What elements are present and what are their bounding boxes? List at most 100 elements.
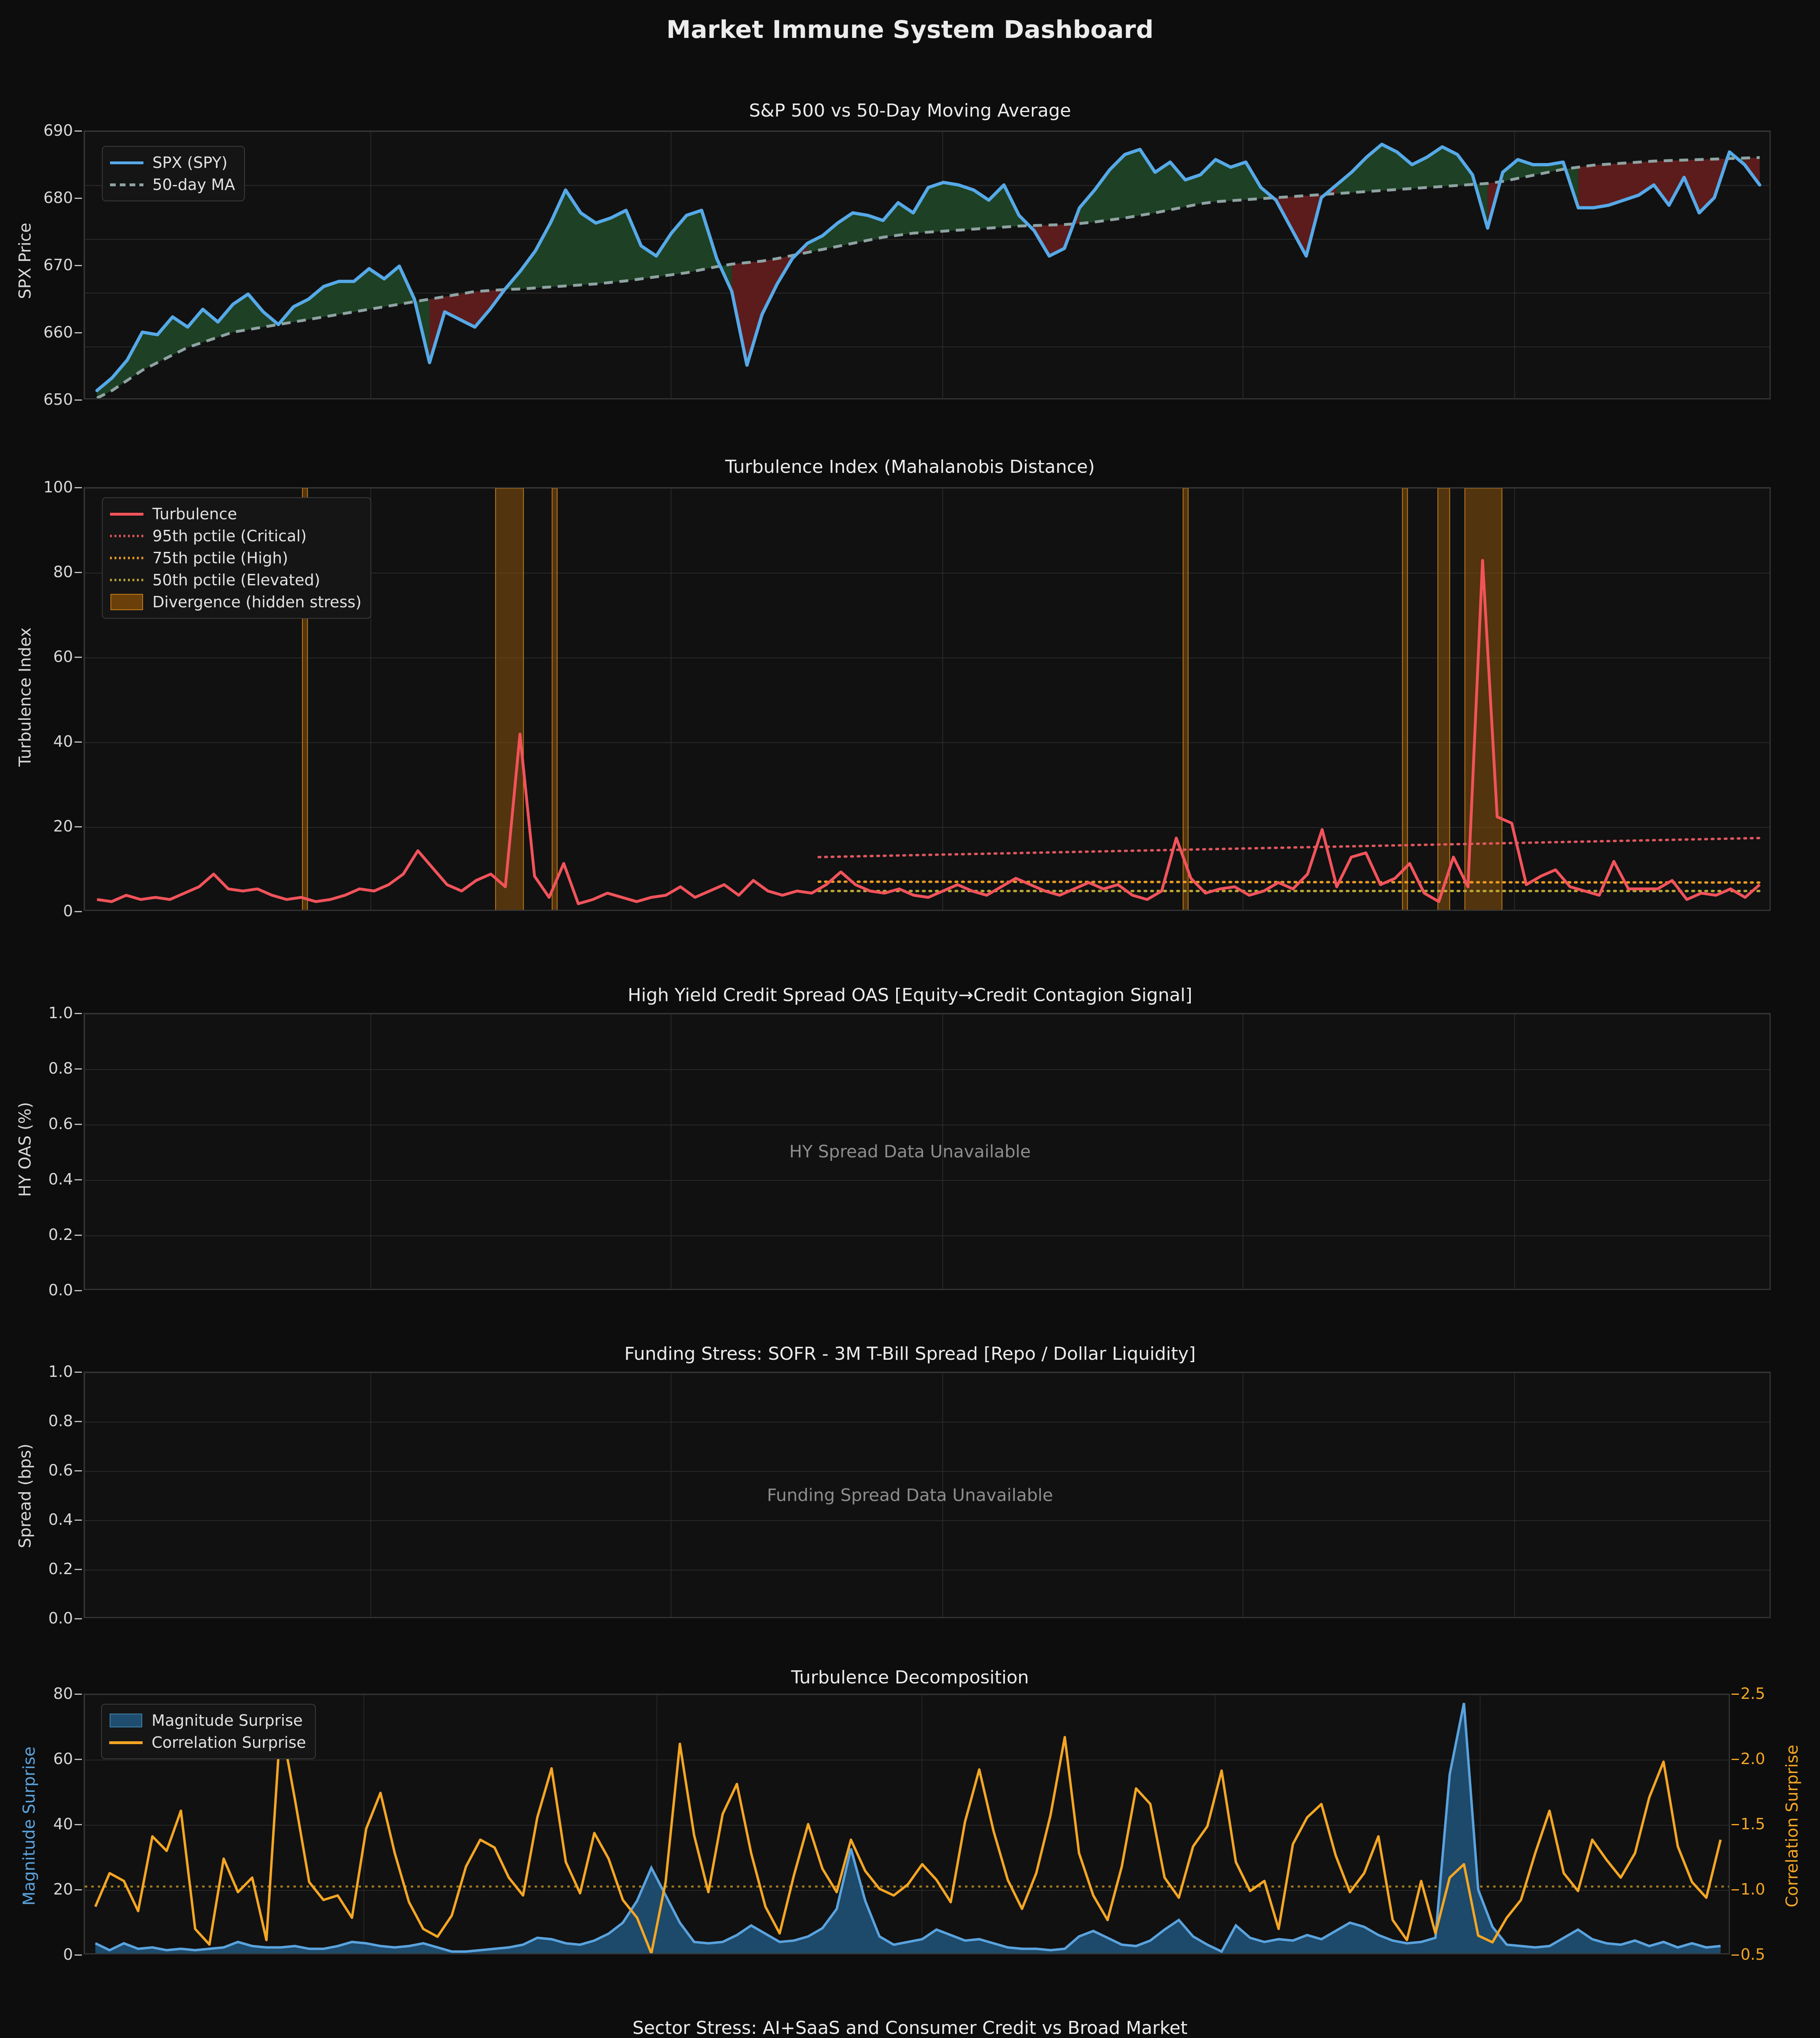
y-axis-tick: 680: [43, 189, 73, 207]
panel-spx: S&P 500 vs 50-Day Moving Average SPX Pri…: [0, 86, 1820, 444]
correlation-line-swatch-icon: [108, 1737, 143, 1748]
y-axis-tick-mark: [75, 572, 82, 573]
panel-funding-title: Funding Stress: SOFR - 3M T-Bill Spread …: [624, 1343, 1196, 1364]
y-axis-tick: 100: [43, 478, 73, 496]
y-axis-tick: 660: [43, 323, 73, 341]
y-axis-tick-mark: [75, 1372, 82, 1373]
y-axis-tick-mark: [75, 911, 82, 912]
y-axis-tick: 20: [53, 1880, 73, 1898]
y-axis-tick: 1.0: [48, 1004, 73, 1022]
legend-item-turbulence: Turbulence: [109, 504, 361, 524]
panel-turbulence-legend: Turbulence 95th pctile (Critical) 75th p…: [102, 497, 372, 619]
legend-label: 50-day MA: [152, 176, 235, 194]
panel-decomposition-ylabel-left: Magnitude Surprise: [20, 1746, 39, 1906]
panel-sector-stress: Sector Stress: AI+SaaS and Consumer Cred…: [0, 2018, 1820, 2038]
y-axis-tick: 60: [53, 1750, 73, 1768]
panel-decomposition-title: Turbulence Decomposition: [791, 1667, 1029, 1688]
panel-hy-spread: High Yield Credit Spread OAS [Equity→Cre…: [0, 974, 1820, 1333]
legend-label: Divergence (hidden stress): [152, 593, 362, 611]
y-axis-tick-mark: [75, 1124, 82, 1125]
y-axis-tick: 25: [53, 2037, 73, 2038]
y-axis-tick-mark: [75, 1290, 82, 1291]
y-axis-tick-mark: [75, 1421, 82, 1422]
y-axis-tick-mark: [75, 1068, 82, 1070]
y-axis-tick-mark: [75, 741, 82, 743]
y-axis-tick-mark: [75, 487, 82, 488]
panel-hy-spread-title: High Yield Credit Spread OAS [Equity→Cre…: [628, 985, 1192, 1006]
y-axis-tick: 690: [43, 121, 73, 139]
p50-dot-swatch-icon: [109, 575, 144, 585]
panel-decomposition-plot[interactable]: [84, 1694, 1730, 1954]
legend-item-p95: 95th pctile (Critical): [109, 526, 361, 546]
y-axis-tick: 0: [63, 1945, 73, 1963]
y-axis-tick: 40: [53, 1815, 73, 1833]
y-axis-tick: 0.4: [48, 1511, 73, 1528]
y-axis-tick-mark: [75, 1470, 82, 1471]
y-axis-tick-mark: [75, 1824, 82, 1825]
legend-item-p75: 75th pctile (High): [109, 548, 361, 568]
y-axis-tick-mark: [1732, 1694, 1739, 1695]
y-axis-tick: 0: [63, 902, 73, 920]
y-axis-tick: 0.2: [48, 1560, 73, 1578]
y-axis-tick: 0.6: [48, 1461, 73, 1479]
y-axis-tick-mark: [75, 332, 82, 333]
legend-label: Correlation Surprise: [152, 1734, 306, 1751]
y-axis-tick-mark: [75, 198, 82, 199]
panel-funding-empty-message: Funding Spread Data Unavailable: [767, 1485, 1053, 1505]
y-axis-tick: 0.6: [48, 1115, 73, 1133]
y-axis-tick: 60: [53, 648, 73, 666]
y-axis-tick-mark: [75, 1889, 82, 1890]
y-axis-tick-mark: [75, 657, 82, 658]
legend-label: 95th pctile (Critical): [152, 527, 307, 545]
y-axis-tick: 1.0: [48, 1363, 73, 1381]
legend-label: SPX (SPY): [152, 154, 228, 172]
y-axis-tick: 0.8: [48, 1412, 73, 1430]
y-axis-tick: 0.0: [48, 1609, 73, 1627]
legend-label: Magnitude Surprise: [152, 1712, 303, 1729]
y-axis-tick-mark: [75, 1013, 82, 1014]
y-axis-tick-mark: [75, 1520, 82, 1521]
y-axis-tick: 1.0: [1741, 1880, 1765, 1898]
ma-dash-swatch-icon: [109, 179, 144, 190]
legend-item-spx: SPX (SPY): [109, 152, 235, 173]
y-axis-tick: 670: [43, 256, 73, 274]
y-axis-tick-mark: [75, 826, 82, 827]
legend-item-ma: 50-day MA: [109, 174, 235, 195]
y-axis-tick-mark: [1732, 1954, 1739, 1956]
y-axis-tick: 1.5: [1741, 1815, 1765, 1833]
turbulence-line-swatch-icon: [109, 509, 144, 519]
panel-hy-spread-plot[interactable]: [84, 1013, 1771, 1290]
p75-dot-swatch-icon: [109, 553, 144, 563]
y-axis-tick-mark: [1732, 1759, 1739, 1760]
y-axis-tick-mark: [1732, 1889, 1739, 1890]
panel-funding: Funding Stress: SOFR - 3M T-Bill Spread …: [0, 1333, 1820, 1659]
y-axis-tick: 20: [53, 817, 73, 835]
y-axis-tick: 0.8: [48, 1059, 73, 1077]
legend-label: 75th pctile (High): [152, 549, 288, 567]
panel-sector-stress-title: Sector Stress: AI+SaaS and Consumer Cred…: [632, 2018, 1188, 2038]
y-axis-tick: 0.5: [1741, 1945, 1765, 1963]
y-axis-tick: 0.2: [48, 1226, 73, 1244]
legend-item-divergence: Divergence (hidden stress): [109, 592, 361, 612]
p95-dot-swatch-icon: [109, 531, 144, 541]
panel-funding-plot[interactable]: [84, 1372, 1771, 1618]
y-axis-tick-mark: [75, 265, 82, 266]
dashboard-title: Market Immune System Dashboard: [666, 15, 1154, 44]
divergence-patch-swatch-icon: [109, 594, 144, 610]
legend-label: Turbulence: [152, 505, 237, 523]
y-axis-tick-mark: [1732, 1824, 1739, 1825]
panel-spx-legend: SPX (SPY) 50-day MA: [102, 146, 245, 201]
y-axis-tick-mark: [75, 1569, 82, 1570]
y-axis-tick-mark: [75, 1618, 82, 1619]
panel-spx-plot[interactable]: [84, 130, 1771, 399]
panel-hy-spread-empty-message: HY Spread Data Unavailable: [789, 1141, 1031, 1162]
panel-decomposition-ylabel-right: Correlation Surprise: [1783, 1745, 1802, 1908]
panel-spx-title: S&P 500 vs 50-Day Moving Average: [749, 100, 1071, 121]
y-axis-tick-mark: [75, 1179, 82, 1180]
legend-label: 50th pctile (Elevated): [152, 571, 320, 589]
magnitude-patch-swatch-icon: [108, 1714, 143, 1727]
legend-item-magnitude: Magnitude Surprise: [108, 1710, 306, 1731]
panel-spx-ylabel: SPX Price: [16, 223, 35, 299]
y-axis-tick: 40: [53, 732, 73, 750]
